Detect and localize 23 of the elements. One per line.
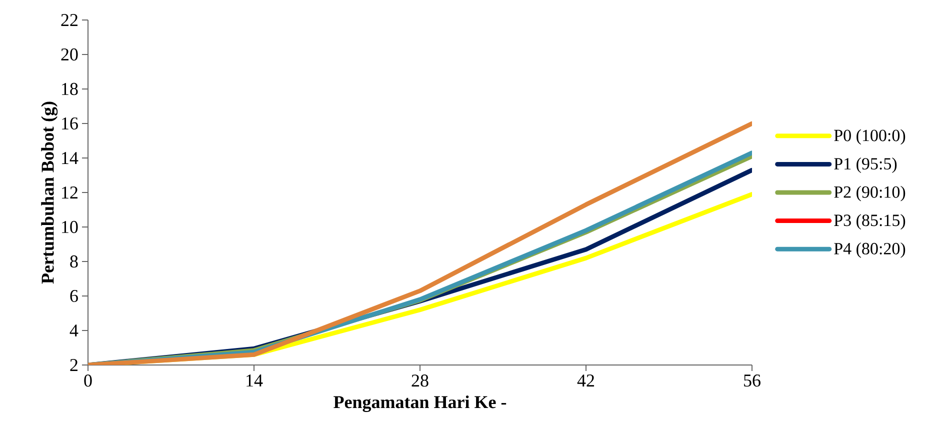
legend-label: P3 (85:15)	[834, 214, 906, 230]
y-tick-label: 12	[62, 186, 78, 198]
legend-label: P4 (80:20)	[834, 242, 906, 258]
y-tick-label: 10	[62, 220, 78, 234]
x-tick-label: 14	[246, 374, 263, 386]
y-tick-label: 22	[61, 14, 78, 26]
legend-label: P0 (100:0)	[834, 129, 906, 145]
y-axis-title: Pertumbuhan Bobot (g)	[41, 102, 58, 284]
y-tick-label: 8	[70, 255, 78, 268]
y-tick-label: 4	[70, 324, 78, 336]
y-tick-label: 14	[62, 152, 78, 164]
x-tick-label: 28	[412, 374, 428, 387]
x-tick-label: 42	[577, 374, 594, 386]
legend-label: P2 (90:10)	[834, 186, 906, 202]
x-tick-label: 0	[84, 374, 92, 387]
x-axis-title: Pengamatan Hari Ke -	[334, 396, 506, 412]
y-tick-label: 6	[70, 290, 78, 302]
y-tick-label: 20	[61, 48, 78, 61]
y-tick-label: 18	[62, 82, 78, 96]
x-tick-label: 56	[744, 374, 760, 387]
y-tick-label: 2	[70, 359, 78, 371]
y-tick-label: 16	[62, 117, 78, 130]
legend-label: P1 (95:5)	[834, 158, 897, 173]
